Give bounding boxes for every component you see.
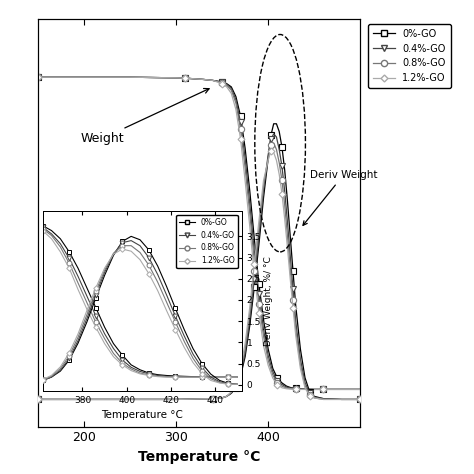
Y-axis label: Deriv Weight, %/ °C: Deriv Weight, %/ °C	[264, 256, 273, 346]
Legend: 0%-GO, 0.4%-GO, 0.8%-GO, 1.2%-GO: 0%-GO, 0.4%-GO, 0.8%-GO, 1.2%-GO	[368, 24, 451, 88]
X-axis label: Temperature °C: Temperature °C	[138, 450, 260, 464]
X-axis label: Temperature °C: Temperature °C	[101, 410, 183, 420]
Legend: 0%-GO, 0.4%-GO, 0.8%-GO, 1.2%-GO: 0%-GO, 0.4%-GO, 0.8%-GO, 1.2%-GO	[176, 215, 238, 268]
Text: Weight: Weight	[81, 89, 209, 145]
Text: Deriv Weight: Deriv Weight	[303, 170, 377, 225]
